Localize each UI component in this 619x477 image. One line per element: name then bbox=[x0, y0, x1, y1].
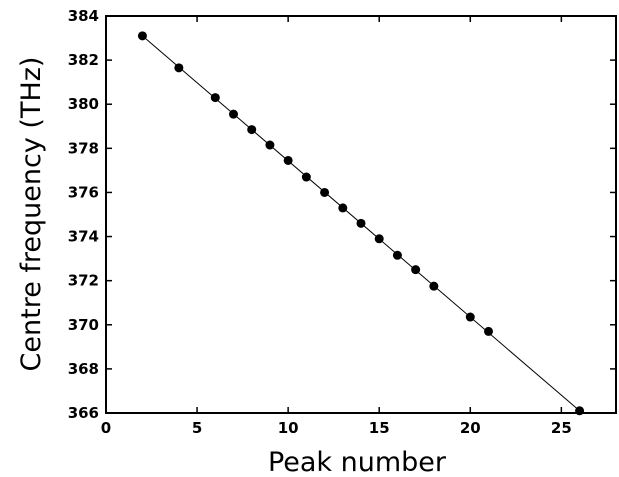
data-point bbox=[575, 406, 585, 416]
y-tick-label: 380 bbox=[68, 95, 99, 113]
y-tick-label: 382 bbox=[68, 51, 99, 69]
data-point bbox=[356, 218, 366, 228]
x-tick-label: 5 bbox=[192, 419, 202, 437]
data-point bbox=[265, 140, 275, 150]
x-axis-label: Peak number bbox=[268, 447, 447, 477]
data-point bbox=[174, 63, 184, 73]
data-point bbox=[465, 312, 475, 322]
x-tick-label: 20 bbox=[460, 419, 481, 437]
data-point bbox=[484, 326, 493, 336]
x-tick-label: 10 bbox=[278, 419, 299, 437]
data-point bbox=[429, 281, 439, 291]
x-tick-label: 15 bbox=[369, 419, 390, 437]
y-tick-label: 374 bbox=[68, 228, 99, 246]
data-point bbox=[320, 187, 330, 197]
y-tick-label: 378 bbox=[68, 139, 99, 157]
x-tick-label: 25 bbox=[551, 419, 572, 437]
plot-area: 0 5 10 15 20 25 366 368 370 372 374 376 378 380 382 384 bbox=[68, 7, 617, 437]
y-tick-label: 366 bbox=[68, 404, 99, 422]
data-point bbox=[137, 31, 147, 41]
y-tick-label: 370 bbox=[68, 316, 99, 334]
data-point bbox=[247, 125, 257, 135]
y-axis-label: Centre frequency (THz) bbox=[16, 57, 47, 372]
plot-frame bbox=[105, 15, 617, 414]
data-point bbox=[411, 265, 421, 275]
data-point bbox=[374, 234, 384, 244]
y-tick-label: 372 bbox=[68, 272, 99, 290]
data-point bbox=[338, 203, 348, 213]
data-point bbox=[210, 93, 220, 103]
y-tick-label: 368 bbox=[68, 360, 99, 378]
data-point bbox=[229, 109, 238, 119]
x-tick-label: 0 bbox=[101, 419, 111, 437]
y-tick-label: 376 bbox=[68, 183, 99, 201]
y-tick-label: 384 bbox=[68, 7, 99, 25]
data-point bbox=[301, 172, 311, 182]
data-point bbox=[283, 155, 293, 165]
data-point bbox=[392, 250, 402, 260]
